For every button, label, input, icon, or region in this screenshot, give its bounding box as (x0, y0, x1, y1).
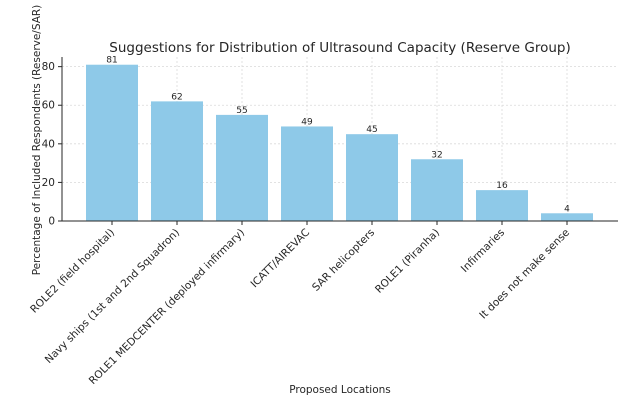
x-tick-label: ROLE1 MEDCENTER (deployed infirmary) (87, 227, 247, 387)
bar (476, 190, 528, 221)
bar (216, 114, 268, 221)
x-tick-label: SAR helicopters (310, 227, 377, 294)
y-tick-label: 20 (42, 177, 55, 189)
x-tick-label: ICATT/AIREVAC (248, 227, 312, 291)
bar (411, 159, 463, 221)
axes (58, 57, 618, 225)
bars (86, 64, 593, 221)
y-tick-label: 40 (42, 138, 55, 150)
bar-value-label: 81 (106, 56, 117, 66)
y-tick-label: 80 (42, 61, 55, 73)
bar (346, 134, 398, 221)
y-axis-label: Percentage of Included Respondents (Rese… (31, 5, 43, 276)
chart-title: Suggestions for Distribution of Ultrasou… (109, 40, 571, 56)
y-tick-label: 0 (48, 216, 55, 228)
x-tick-label: ROLE1 (Piranha) (373, 227, 442, 296)
bar (281, 126, 333, 221)
x-axis-label: Proposed Locations (289, 384, 391, 396)
bar (151, 101, 203, 221)
x-tick-label: Navy ships (1st and 2nd Squadron) (43, 227, 182, 366)
bar (541, 213, 593, 221)
bar-value-label: 49 (301, 117, 313, 127)
bar-value-label: 4 (564, 204, 570, 214)
bar (86, 64, 138, 221)
x-tick-label: Infirmaries (459, 227, 507, 275)
y-tick-label: 60 (42, 100, 55, 112)
bar-value-label: 62 (171, 92, 182, 102)
bar-value-label: 16 (496, 181, 508, 191)
bar-value-label: 55 (236, 106, 247, 116)
bar-value-label: 32 (431, 150, 442, 160)
grid-lines (62, 57, 618, 222)
bar-value-label: 45 (366, 125, 377, 135)
